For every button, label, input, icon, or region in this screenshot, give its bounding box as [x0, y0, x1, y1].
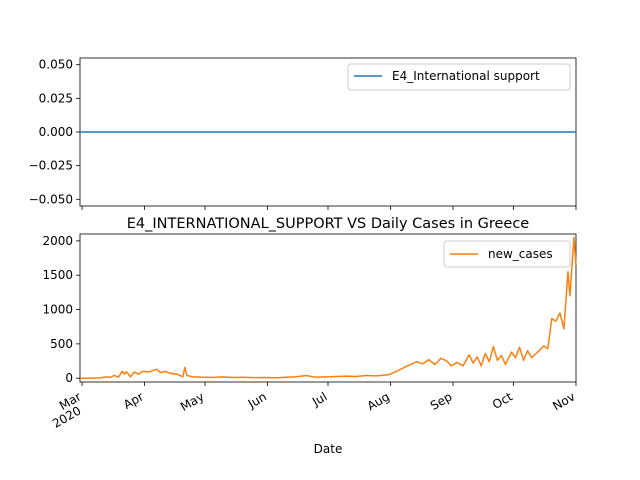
bottom-y-tick-label: 0	[65, 371, 73, 385]
bottom-x-tick-label: Oct	[490, 389, 515, 412]
bottom-series-group	[79, 236, 577, 379]
bottom-x-tick-label: Aug	[365, 389, 392, 413]
bottom-y-tick-label: 2000	[42, 234, 73, 248]
bottom-y-axis: 0 500 1000 1500 2000	[42, 234, 80, 385]
bottom-legend-label: new_cases	[488, 247, 553, 261]
bottom-subplot: E4_INTERNATIONAL_SUPPORT VS Daily Cases …	[42, 216, 577, 456]
x-axis-title: Date	[314, 442, 343, 456]
top-y-axis: 0.050 0.025 0.000 −0.025 −0.050	[29, 58, 80, 206]
bottom-y-tick-label: 500	[50, 337, 73, 351]
top-y-tick-label: −0.025	[29, 159, 73, 173]
top-legend-box	[347, 63, 571, 91]
chart-title: E4_INTERNATIONAL_SUPPORT VS Daily Cases …	[127, 216, 530, 232]
bottom-y-tick-label: 1500	[42, 268, 73, 282]
bottom-x-tick-label: Jun	[245, 389, 269, 411]
bottom-x-tick-label: Sep	[428, 389, 455, 412]
bottom-x-tick-label: Jul	[309, 389, 329, 409]
bottom-x-tick-label: Nov	[550, 389, 577, 413]
top-y-tick-label: 0.050	[39, 58, 73, 72]
top-y-tick-label: 0.000	[39, 125, 73, 139]
bottom-legend: new_cases	[443, 240, 571, 268]
top-subplot: 0.050 0.025 0.000 −0.025 −0.050 E4_Internati…	[29, 57, 577, 210]
bottom-legend-box	[443, 240, 571, 268]
top-y-tick-label: 0.025	[39, 91, 73, 105]
top-x-axis-ticks	[81, 206, 577, 210]
bottom-x-tick-label: Apr	[121, 389, 146, 412]
top-legend-label: E4_International support	[392, 69, 540, 83]
new-cases-series-line	[79, 236, 577, 379]
bottom-x-tick-label: May	[178, 389, 206, 414]
top-y-tick-label: −0.050	[29, 192, 73, 206]
top-legend: E4_International support	[347, 63, 571, 91]
bottom-y-tick-label: 1000	[42, 303, 73, 317]
